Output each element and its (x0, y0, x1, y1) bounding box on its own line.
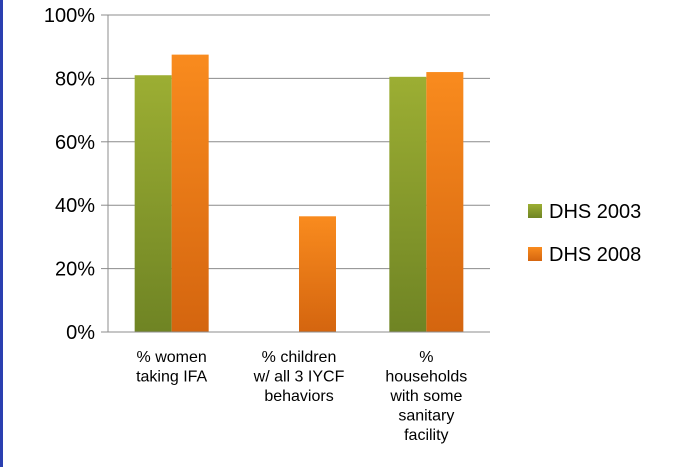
y-tick-label: 0% (66, 322, 95, 344)
bar-dhs-2008-cat2 (426, 72, 464, 332)
legend-label: DHS 2003 (549, 201, 641, 223)
y-tick-label: 40% (55, 195, 95, 217)
legend: DHS 2003 DHS 2008 (528, 201, 641, 266)
y-tick-label: 100% (44, 5, 95, 27)
axes (107, 15, 490, 333)
bar-dhs-2003-cat0 (134, 75, 172, 332)
legend-swatch (528, 247, 542, 261)
x-category-label: % households with some sanitary facility (385, 349, 467, 444)
x-category-label: % children w/ all 3 IYCF behaviors (253, 349, 345, 405)
y-axis-ticks: 0% 20% 40% 60% 80% 100% (44, 5, 108, 344)
bar-dhs-2003-cat2 (389, 76, 427, 332)
x-category-label: % women taking IFA (136, 349, 207, 386)
y-tick-label: 20% (55, 259, 95, 281)
bar-dhs-2008-cat0 (171, 54, 209, 332)
left-border (0, 0, 3, 467)
bar-dhs-2008-cat1 (299, 216, 336, 332)
legend-swatch (528, 204, 542, 218)
legend-label: DHS 2008 (549, 244, 641, 266)
y-tick-label: 60% (55, 132, 95, 154)
y-tick-label: 80% (55, 68, 95, 90)
x-axis-categories: % women taking IFA % children w/ all 3 IYCF… (136, 349, 467, 444)
bars (134, 54, 464, 332)
